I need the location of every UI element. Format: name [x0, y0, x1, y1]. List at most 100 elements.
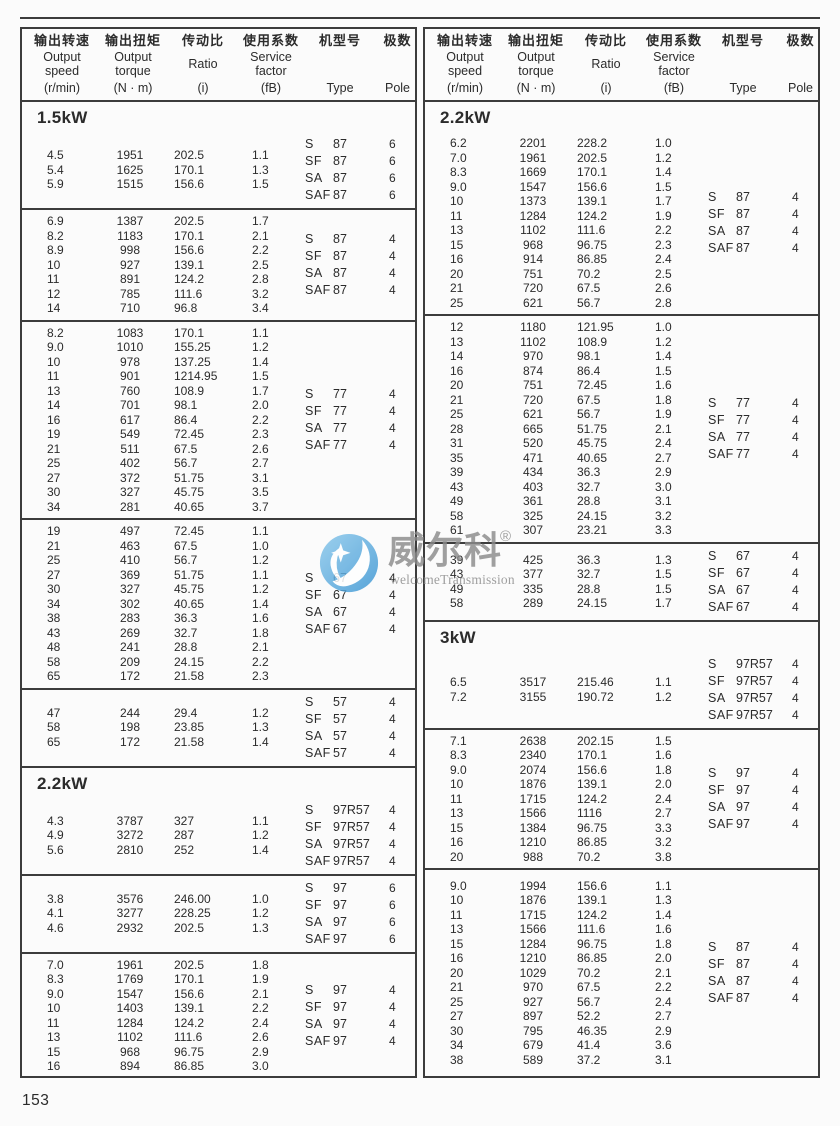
fb-cell: 2.6 — [252, 1030, 269, 1044]
torque-cell: 621 — [522, 295, 544, 310]
ratio-cell: 45.75 — [174, 485, 205, 499]
data-rows: 4.3 3787 327 1.1 4.9 3272 287 1.2 5.6 2810 252 1.4 — [22, 814, 294, 858]
header-ratio-en: Ratio — [591, 56, 621, 71]
speed-cell: 7.2 — [450, 689, 467, 704]
torque-cell: 1284 — [519, 936, 547, 951]
ratio-cell: 86.4 — [174, 412, 198, 427]
spec-block: 9.0 1994 156.6 1.1 10 1876 139.1 1.3 11 1715 124.2… — [425, 868, 818, 1076]
fb-cell: 2.1 — [655, 421, 672, 436]
ratio-cell: 28.8 — [577, 581, 601, 596]
torque-cell: 172 — [119, 734, 141, 749]
fb-cell: 1.1 — [252, 524, 269, 538]
type-rows: S 97 4 SF 97 4 SA 97 4 SAF 97 4 — [697, 765, 818, 833]
type-row: S 77 4 — [294, 386, 415, 403]
speed-cell: 8.9 — [47, 243, 64, 257]
torque-cell: 720 — [522, 281, 544, 295]
fb-cell: 1.8 — [655, 392, 672, 407]
type-prefix: S — [708, 190, 717, 204]
data-rows: 6.9 1387 202.5 1.7 8.2 1183 170.1 2.1 8.9 998 156.… — [22, 214, 294, 316]
fb-cell: 1.6 — [655, 922, 672, 937]
type-prefix: S — [708, 940, 717, 954]
ratio-cell: 156.6 — [174, 243, 205, 257]
torque-cell: 403 — [522, 479, 544, 494]
torque-cell: 1102 — [117, 1030, 143, 1044]
header-speed-cn: 输出转速 — [436, 33, 493, 48]
torque-cell: 1876 — [519, 893, 547, 908]
table-row: 7.0 1961 202.5 1.2 — [425, 151, 697, 166]
type-size: 87 — [736, 224, 750, 238]
fb-cell: 1.5 — [655, 581, 672, 596]
type-row: S 67 4 — [294, 570, 415, 587]
ratio-cell: 70.2 — [577, 266, 601, 281]
fb-cell: 1.0 — [252, 891, 269, 906]
type-row: SA 97 4 — [294, 1016, 415, 1033]
data-rows: 9.0 1994 156.6 1.1 10 1876 139.1 1.3 11 1715 124.2… — [425, 879, 697, 1068]
type-rows: S 77 4 SF 77 4 SA 77 4 SAF 77 4 — [294, 386, 415, 454]
data-rows: 3.8 3576 246.00 1.0 4.1 3277 228.25 1.2 4.6 2932 2… — [22, 892, 294, 936]
table-row: 10 1403 139.1 2.2 — [22, 1001, 294, 1016]
type-prefix: SAF — [305, 1033, 331, 1048]
pole-cell: 4 — [792, 782, 799, 797]
ratio-cell: 46.35 — [577, 1023, 608, 1038]
ratio-cell: 96.75 — [577, 936, 608, 951]
pole-cell: 6 — [389, 880, 396, 895]
pole-cell: 4 — [389, 819, 396, 834]
pole-cell: 4 — [792, 224, 799, 238]
ratio-cell: 111.6 — [577, 223, 606, 237]
table-row: 9.0 1994 156.6 1.1 — [425, 879, 697, 894]
type-prefix: SAF — [305, 282, 331, 297]
ratio-cell: 202.5 — [174, 148, 205, 163]
speed-cell: 5.9 — [47, 177, 64, 192]
type-row: SF 97R57 4 — [697, 673, 818, 690]
torque-cell: 751 — [522, 266, 544, 281]
type-prefix: SF — [305, 587, 322, 602]
speed-cell: 16 — [47, 1059, 61, 1073]
torque-cell: 302 — [119, 596, 141, 611]
header-type-cn: 机型号 — [721, 33, 764, 48]
type-prefix: SA — [708, 224, 726, 238]
type-size: 77 — [736, 429, 750, 444]
header-fb-unit: (fB) — [663, 80, 685, 95]
header-speed-unit: (r/min) — [446, 80, 484, 95]
speed-cell: 9.0 — [47, 340, 64, 354]
ratio-cell: 56.7 — [577, 295, 601, 310]
page-number: 153 — [22, 1092, 50, 1109]
pole-cell: 4 — [792, 241, 799, 255]
ratio-cell: 137.25 — [174, 354, 211, 369]
speed-cell: 48 — [47, 640, 61, 654]
speed-cell: 13 — [450, 334, 464, 349]
header-pole-cn: 极数 — [786, 33, 815, 48]
type-row: S 57 4 — [294, 694, 415, 711]
table-row: 16 914 86.85 2.4 — [425, 252, 697, 267]
pole-cell: 4 — [792, 582, 799, 597]
table-row: 20 751 72.45 1.6 — [425, 378, 697, 393]
fb-cell: 2.3 — [655, 237, 672, 252]
speed-cell: 58 — [47, 720, 61, 735]
fb-cell: 1.2 — [252, 705, 269, 720]
table-row: 27 372 51.75 3.1 — [22, 471, 294, 486]
table-row: 8.3 1769 170.1 1.9 — [22, 972, 294, 987]
torque-cell: 1547 — [519, 179, 547, 194]
fb-cell: 1.5 — [655, 733, 672, 748]
speed-cell: 10 — [450, 194, 464, 208]
torque-cell: 1961 — [116, 957, 144, 972]
pole-cell: 4 — [792, 940, 799, 954]
ratio-cell: 124.2 — [577, 907, 608, 922]
torque-cell: 751 — [522, 378, 544, 392]
spec-block: 7.1 2638 202.15 1.5 8.3 2340 170.1 1.6 9.0 2074 15… — [425, 727, 818, 869]
ratio-cell: 40.65 — [577, 450, 608, 465]
ratio-cell: 111.6 — [174, 286, 203, 301]
pole-cell: 4 — [389, 728, 396, 743]
type-row: SAF 67 4 — [697, 599, 818, 616]
fb-cell: 1.1 — [252, 813, 269, 828]
speed-cell: 21 — [450, 281, 464, 295]
type-size: 87 — [333, 137, 347, 151]
table-row: 13 1566 111.6 1.6 — [425, 922, 697, 937]
torque-cell: 874 — [522, 363, 544, 378]
fb-cell: 2.2 — [252, 654, 269, 669]
pole-cell: 4 — [792, 656, 799, 671]
ratio-cell: 41.4 — [577, 1038, 601, 1053]
type-size: 97R57 — [736, 707, 773, 722]
type-row: SAF 97R57 4 — [294, 853, 415, 870]
ratio-cell: 23.21 — [577, 523, 608, 537]
